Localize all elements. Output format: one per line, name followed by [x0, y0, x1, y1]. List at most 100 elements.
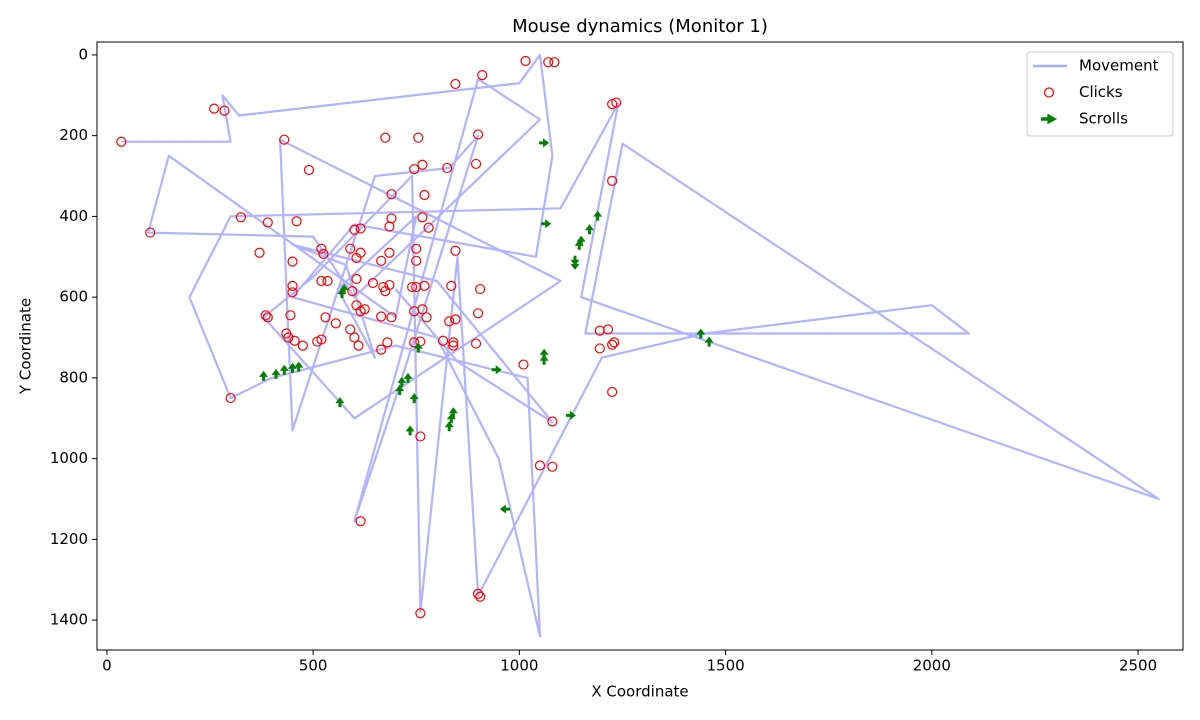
click-point — [473, 129, 484, 140]
scroll-arrow — [337, 288, 347, 299]
click-point — [287, 287, 298, 298]
click-point — [322, 275, 333, 287]
click-point — [470, 158, 482, 170]
click-point — [316, 243, 327, 254]
scroll-arrow — [288, 362, 297, 373]
click-point — [475, 591, 486, 602]
click-point — [446, 280, 457, 291]
x-tick-label: 2500 — [1119, 657, 1157, 675]
scroll-arrow — [576, 235, 586, 246]
click-point — [291, 216, 302, 227]
legend-swatch — [1043, 87, 1055, 98]
chart-title: Mouse dynamics (Monitor 1) — [512, 16, 768, 37]
click-point — [607, 386, 618, 398]
click-point — [303, 164, 315, 176]
click-point — [448, 340, 459, 351]
click-point — [450, 78, 461, 90]
click-point — [419, 189, 430, 201]
y-tick-label: 200 — [59, 126, 88, 144]
scroll-arrow — [448, 407, 458, 418]
click-point — [470, 338, 482, 349]
click-point — [359, 304, 370, 315]
click-point — [376, 255, 387, 266]
scroll-arrow — [259, 370, 269, 381]
click-point — [116, 136, 127, 147]
click-point — [349, 332, 360, 343]
click-point — [316, 275, 327, 287]
click-point — [287, 280, 298, 291]
y-tick-label: 800 — [59, 368, 88, 386]
legend-box — [1026, 51, 1174, 137]
click-point — [376, 344, 387, 355]
x-tick-label: 1000 — [500, 657, 538, 675]
y-tick-label: 1200 — [50, 530, 88, 548]
click-point — [442, 162, 453, 174]
click-point — [285, 310, 296, 321]
click-point — [330, 318, 341, 329]
scroll-arrow — [397, 376, 407, 387]
scroll-arrow — [294, 361, 304, 372]
click-point — [297, 340, 308, 351]
x-tick-label: 0 — [102, 657, 112, 675]
click-point — [475, 283, 486, 295]
click-point — [419, 280, 430, 291]
click-point — [450, 245, 461, 256]
click-point — [345, 243, 356, 254]
x-axis-label: X Coordinate — [591, 683, 688, 701]
click-point — [413, 132, 424, 143]
click-point — [421, 312, 432, 323]
click-point — [423, 222, 434, 233]
click-point — [376, 311, 387, 322]
click-point — [448, 337, 459, 348]
click-point — [386, 189, 397, 200]
axes-frame — [96, 41, 1184, 651]
click-point — [417, 159, 428, 170]
click-point — [287, 256, 298, 267]
click-point — [609, 337, 620, 348]
click-point — [543, 57, 554, 68]
click-point — [520, 55, 531, 67]
x-tick-label: 1500 — [706, 657, 744, 675]
legend-label: Clicks — [1079, 83, 1123, 101]
scroll-arrow — [499, 504, 510, 514]
click-point — [407, 281, 418, 293]
click-point — [355, 247, 366, 258]
click-point — [262, 217, 273, 228]
y-tick-label: 400 — [59, 207, 88, 225]
scroll-arrow — [696, 328, 706, 339]
click-point — [607, 175, 618, 186]
click-point — [415, 431, 426, 442]
scroll-arrow — [444, 421, 454, 432]
scroll-arrow — [541, 219, 552, 229]
scroll-arrow — [491, 365, 502, 375]
scroll-arrow — [335, 397, 345, 408]
scroll-arrow — [339, 284, 349, 295]
click-point — [473, 308, 484, 319]
scroll-arrow — [539, 348, 549, 359]
scroll-arrow — [403, 372, 413, 383]
x-tick-label: 2000 — [913, 657, 951, 675]
click-point — [409, 337, 420, 348]
y-tick-label: 0 — [78, 45, 88, 63]
click-point — [534, 460, 546, 471]
scroll-arrow — [409, 393, 419, 404]
scroll-arrow — [565, 410, 576, 420]
scroll-arrow — [570, 259, 580, 270]
click-point — [384, 247, 395, 258]
click-point — [547, 461, 558, 472]
click-point — [289, 335, 300, 346]
click-point — [262, 312, 273, 323]
click-point — [355, 516, 366, 527]
y-tick-label: 1000 — [50, 449, 88, 467]
movement-line — [121, 53, 1160, 638]
plot-area — [116, 53, 1160, 638]
click-point — [409, 164, 420, 175]
click-point — [279, 134, 290, 145]
click-point — [380, 132, 391, 143]
scroll-arrow — [271, 368, 281, 379]
click-point — [594, 343, 605, 354]
legend-label: Movement — [1079, 57, 1159, 75]
click-point — [450, 314, 461, 325]
click-point — [283, 332, 294, 343]
click-point — [384, 221, 395, 232]
